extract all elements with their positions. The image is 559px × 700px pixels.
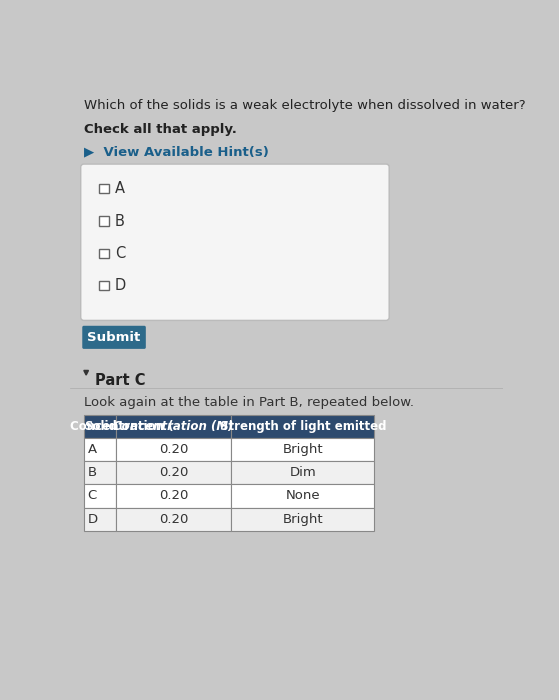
- Text: D: D: [115, 278, 126, 293]
- Bar: [116, 484, 231, 508]
- Text: Concentration (: Concentration (: [70, 420, 174, 433]
- Text: 0.20: 0.20: [159, 512, 188, 526]
- Text: 0.20: 0.20: [159, 489, 188, 503]
- Text: A: A: [88, 443, 97, 456]
- Text: C: C: [115, 246, 125, 261]
- Bar: [116, 508, 231, 531]
- FancyBboxPatch shape: [80, 164, 389, 321]
- Text: Strength of light emitted: Strength of light emitted: [220, 420, 386, 433]
- Text: Solid: Solid: [84, 420, 116, 433]
- Bar: [84, 461, 116, 484]
- Bar: [100, 248, 108, 258]
- Bar: [84, 415, 116, 438]
- Text: 0.20: 0.20: [159, 443, 188, 456]
- Bar: [231, 461, 375, 484]
- Bar: [116, 415, 231, 438]
- Text: Submit: Submit: [87, 331, 141, 344]
- Text: C: C: [88, 489, 97, 503]
- Text: Part C: Part C: [94, 372, 145, 388]
- Text: 0.20: 0.20: [159, 466, 188, 480]
- FancyBboxPatch shape: [82, 326, 146, 349]
- Bar: [100, 216, 108, 225]
- Text: Bright: Bright: [282, 512, 323, 526]
- Text: D: D: [88, 512, 98, 526]
- Text: Check all that apply.: Check all that apply.: [84, 122, 236, 136]
- Bar: [231, 415, 375, 438]
- Bar: [231, 508, 375, 531]
- Bar: [100, 281, 108, 290]
- Bar: [231, 484, 375, 508]
- Text: Bright: Bright: [282, 443, 323, 456]
- Text: None: None: [286, 489, 320, 503]
- Text: B: B: [88, 466, 97, 480]
- Polygon shape: [84, 370, 88, 375]
- Text: ▶  View Available Hint(s): ▶ View Available Hint(s): [84, 146, 269, 159]
- Text: Dim: Dim: [290, 466, 316, 480]
- Bar: [116, 438, 231, 461]
- Text: Concentration (M): Concentration (M): [113, 420, 234, 433]
- Text: Look again at the table in Part B, repeated below.: Look again at the table in Part B, repea…: [84, 396, 414, 409]
- Text: B: B: [115, 214, 125, 229]
- Bar: [84, 438, 116, 461]
- Bar: [84, 484, 116, 508]
- Bar: [84, 508, 116, 531]
- Text: Which of the solids is a weak electrolyte when dissolved in water?: Which of the solids is a weak electrolyt…: [84, 99, 525, 113]
- Bar: [231, 438, 375, 461]
- Bar: [116, 461, 231, 484]
- Text: A: A: [115, 181, 125, 196]
- Bar: [100, 184, 108, 193]
